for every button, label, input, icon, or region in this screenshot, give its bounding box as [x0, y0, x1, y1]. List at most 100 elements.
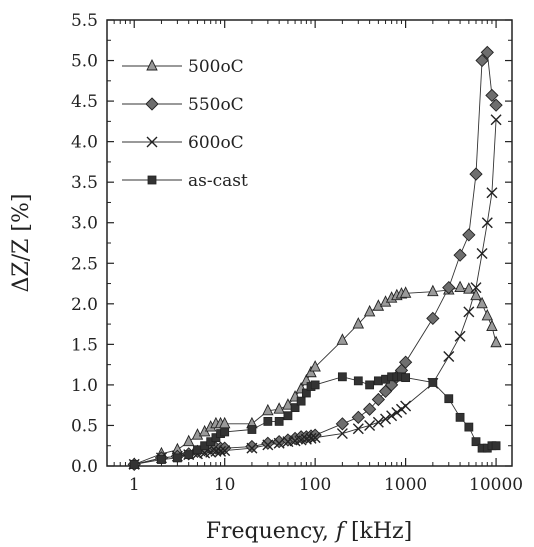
- data-point-square: [247, 425, 257, 434]
- data-point-square: [296, 396, 306, 406]
- legend: 500oC 550oC 600oC as-cast: [122, 57, 248, 191]
- data-point-square: [464, 422, 474, 432]
- data-point-triangle: [336, 333, 349, 345]
- data-point-square: [301, 388, 311, 398]
- data-point-square: [157, 455, 166, 464]
- y-tick-label: 4.0: [71, 133, 98, 153]
- y-tick-label: 1.0: [71, 376, 98, 396]
- data-point-diamond: [335, 417, 350, 431]
- data-point-triangle: [454, 280, 466, 293]
- data-point-diamond: [462, 228, 476, 242]
- x-axis-title-prefix: Frequency,: [206, 519, 336, 544]
- data-point-triangle: [305, 365, 317, 378]
- data-point-cross: [470, 282, 482, 294]
- legend-marker-diamond: [145, 97, 159, 111]
- data-point-triangle: [182, 434, 195, 447]
- x-tick-label: 1: [129, 475, 140, 495]
- data-point-cross: [380, 413, 392, 425]
- data-point-square: [274, 416, 284, 426]
- data-point-cross: [309, 432, 321, 444]
- series-markers: [127, 45, 503, 472]
- y-tick-label: 1.5: [71, 335, 98, 355]
- data-point-square: [263, 416, 273, 426]
- data-point-square: [129, 459, 139, 469]
- y-tick-label: 2.0: [71, 295, 98, 315]
- data-point-diamond: [453, 248, 467, 262]
- data-point-diamond: [398, 355, 413, 369]
- data-point-triangle: [476, 296, 488, 309]
- data-point-square: [365, 380, 375, 390]
- x-tick-label: 1000: [384, 475, 427, 495]
- data-point-cross: [490, 114, 502, 126]
- data-point-triangle: [481, 308, 494, 321]
- y-tick-label: 3.0: [71, 214, 98, 234]
- y-tick-label: 0.5: [71, 416, 98, 436]
- legend-label: 550oC: [188, 95, 244, 115]
- data-point-diamond: [442, 280, 456, 295]
- data-point-triangle: [191, 428, 204, 440]
- y-tick-label: 5.5: [71, 11, 98, 31]
- data-point-cross: [215, 445, 227, 457]
- data-point-triangle: [470, 288, 482, 301]
- data-point-cross: [219, 445, 231, 457]
- data-point-square: [353, 376, 363, 386]
- data-point-diamond: [480, 45, 494, 60]
- data-point-square: [401, 373, 411, 383]
- data-point-diamond: [371, 392, 386, 407]
- data-point-square: [283, 411, 293, 421]
- data-point-triangle: [363, 304, 376, 317]
- data-point-square: [310, 380, 320, 390]
- data-point-diamond: [469, 167, 483, 181]
- data-point-cross: [352, 423, 364, 435]
- data-point-square: [337, 372, 347, 382]
- data-point-triangle: [486, 319, 498, 331]
- data-point-triangle: [399, 286, 412, 298]
- data-point-cross: [372, 416, 384, 428]
- y-tick-label: 3.5: [71, 173, 98, 193]
- y-tick-label: 4.5: [71, 92, 98, 112]
- axis-ticks: 0.0 0.5 1.0 1.5 2.0 2.5 3.0 3.5 4.0 4.5 5.0 5.5 1 10 1…: [71, 11, 523, 495]
- y-tick-label: 5.0: [71, 52, 98, 72]
- x-axis-title: Frequency, f [kHz]: [206, 519, 413, 544]
- data-point-cross: [336, 428, 348, 440]
- data-point-square: [428, 378, 438, 387]
- data-point-diamond: [475, 53, 489, 68]
- data-point-triangle: [490, 335, 502, 348]
- x-tick-label: 10: [214, 475, 236, 495]
- data-point-cross: [454, 330, 466, 342]
- data-point-triangle: [352, 317, 365, 329]
- legend-marker-cross: [146, 136, 158, 148]
- data-point-cross: [386, 410, 398, 422]
- data-point-triangle: [282, 398, 294, 410]
- data-point-triangle: [427, 284, 439, 297]
- y-tick-label: 2.5: [71, 254, 98, 274]
- data-point-square: [220, 427, 230, 437]
- data-point-square: [290, 403, 300, 413]
- data-point-cross: [443, 351, 455, 363]
- data-point-square: [184, 450, 194, 460]
- data-point-triangle: [309, 360, 321, 372]
- legend-label: as-cast: [188, 171, 248, 191]
- x-axis-title-unit: [kHz]: [344, 519, 412, 544]
- data-point-cross: [391, 406, 403, 418]
- x-tick-label: 100: [299, 475, 331, 495]
- data-point-diamond: [261, 436, 275, 450]
- legend-marker-triangle: [146, 58, 158, 71]
- data-point-diamond: [351, 410, 365, 424]
- data-point-cross: [481, 217, 493, 229]
- data-point-triangle: [273, 402, 285, 414]
- y-tick-label: 0.0: [71, 457, 98, 477]
- data-point-cross: [210, 445, 222, 457]
- data-point-cross: [300, 433, 312, 445]
- data-point-diamond: [426, 311, 440, 326]
- data-point-diamond: [485, 88, 499, 103]
- x-tick-label: 10000: [469, 475, 523, 495]
- y-axis-title: ΔZ/Z [%]: [9, 194, 34, 293]
- data-point-cross: [246, 442, 258, 454]
- data-point-cross: [262, 439, 274, 451]
- data-point-square: [455, 412, 465, 422]
- data-point-square: [491, 441, 501, 451]
- legend-marker-square: [147, 175, 157, 185]
- data-point-cross: [400, 400, 412, 412]
